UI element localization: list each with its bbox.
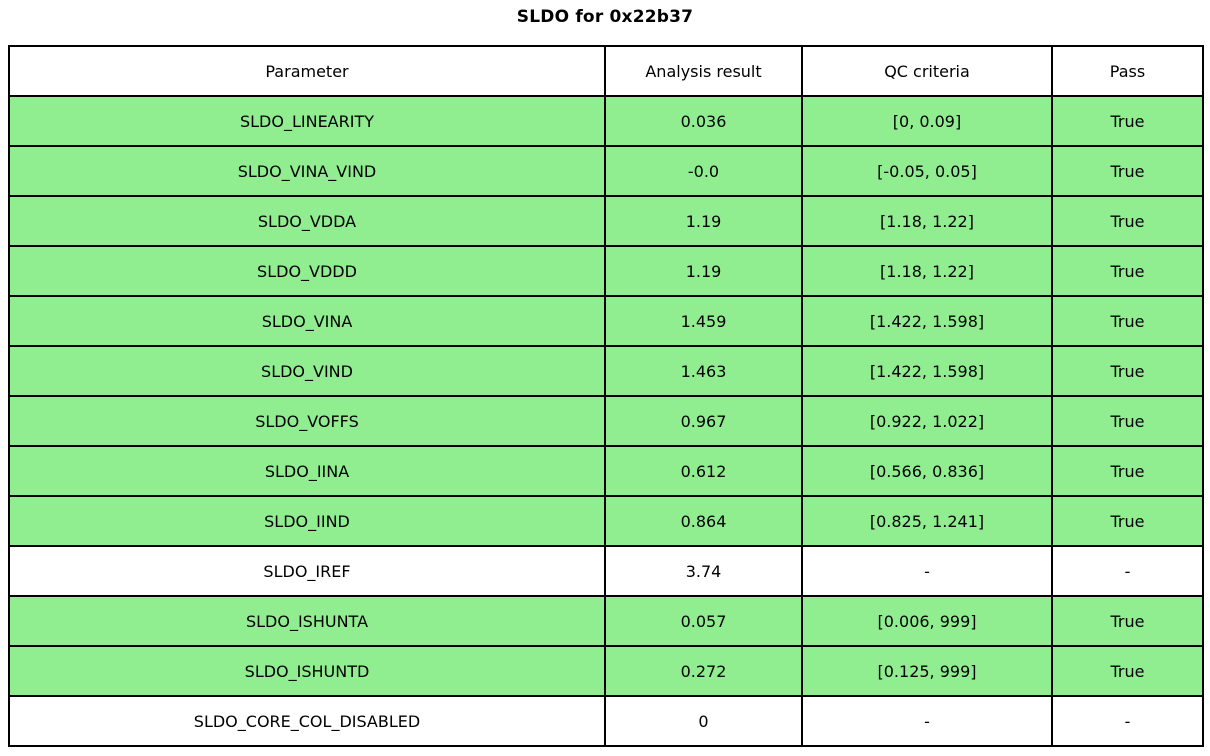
pass-cell: - [1051,545,1204,597]
analysis-result-cell: 1.463 [604,345,803,397]
column-header-analysis-result: Analysis result [604,45,803,97]
analysis-result-cell: 1.459 [604,295,803,347]
table-row: SLDO_VDDA 1.19 [1.18, 1.22] True [8,195,1204,247]
qc-criteria-cell: [0.006, 999] [801,595,1053,647]
qc-criteria-cell: [1.18, 1.22] [801,195,1053,247]
parameter-cell: SLDO_VDDD [8,245,606,297]
analysis-result-cell: 0.612 [604,445,803,497]
pass-cell: True [1051,95,1204,147]
qc-criteria-cell: [0.922, 1.022] [801,395,1053,447]
table-row: SLDO_IIND 0.864 [0.825, 1.241] True [8,495,1204,547]
table-row: SLDO_VDDD 1.19 [1.18, 1.22] True [8,245,1204,297]
analysis-result-cell: 3.74 [604,545,803,597]
parameter-cell: SLDO_VIND [8,345,606,397]
pass-cell: True [1051,595,1204,647]
qc-criteria-cell: - [801,545,1053,597]
pass-cell: True [1051,645,1204,697]
analysis-result-cell: 1.19 [604,195,803,247]
header-row: Parameter Analysis result QC criteria Pa… [8,45,1204,97]
pass-cell: True [1051,145,1204,197]
parameter-cell: SLDO_CORE_COL_DISABLED [8,695,606,747]
qc-criteria-cell: [1.422, 1.598] [801,345,1053,397]
qc-criteria-cell: [0, 0.09] [801,95,1053,147]
analysis-result-cell: 0.036 [604,95,803,147]
qc-criteria-cell: [0.825, 1.241] [801,495,1053,547]
page-title: SLDO for 0x22b37 [516,7,694,27]
pass-cell: True [1051,245,1204,297]
analysis-result-cell: 0.057 [604,595,803,647]
pass-cell: - [1051,695,1204,747]
pass-cell: True [1051,445,1204,497]
qc-criteria-cell: - [801,695,1053,747]
pass-cell: True [1051,345,1204,397]
table-row: SLDO_IREF 3.74 - - [8,545,1204,597]
table-row: SLDO_VINA 1.459 [1.422, 1.598] True [8,295,1204,347]
pass-cell: True [1051,395,1204,447]
pass-cell: True [1051,295,1204,347]
qc-criteria-cell: [1.422, 1.598] [801,295,1053,347]
qc-criteria-cell: [0.566, 0.836] [801,445,1053,497]
analysis-result-cell: 0 [604,695,803,747]
qc-criteria-cell: [1.18, 1.22] [801,245,1053,297]
pass-cell: True [1051,495,1204,547]
parameter-cell: SLDO_VDDA [8,195,606,247]
table-row: SLDO_VINA_VIND -0.0 [-0.05, 0.05] True [8,145,1204,197]
column-header-parameter: Parameter [8,45,606,97]
table-row: SLDO_CORE_COL_DISABLED 0 - - [8,695,1204,747]
table-row: SLDO_IINA 0.612 [0.566, 0.836] True [8,445,1204,497]
analysis-result-cell: 1.19 [604,245,803,297]
parameter-cell: SLDO_IINA [8,445,606,497]
parameter-cell: SLDO_VINA [8,295,606,347]
analysis-result-cell: 0.864 [604,495,803,547]
parameter-cell: SLDO_LINEARITY [8,95,606,147]
qc-results-table: Parameter Analysis result QC criteria Pa… [8,45,1204,747]
table-row: SLDO_VOFFS 0.967 [0.922, 1.022] True [8,395,1204,447]
parameter-cell: SLDO_ISHUNTD [8,645,606,697]
analysis-result-cell: 0.272 [604,645,803,697]
parameter-cell: SLDO_VINA_VIND [8,145,606,197]
column-header-qc-criteria: QC criteria [801,45,1053,97]
parameter-cell: SLDO_VOFFS [8,395,606,447]
parameter-cell: SLDO_IREF [8,545,606,597]
pass-cell: True [1051,195,1204,247]
parameter-cell: SLDO_ISHUNTA [8,595,606,647]
table-row: SLDO_ISHUNTA 0.057 [0.006, 999] True [8,595,1204,647]
table-row: SLDO_LINEARITY 0.036 [0, 0.09] True [8,95,1204,147]
table-row: SLDO_VIND 1.463 [1.422, 1.598] True [8,345,1204,397]
table-row: SLDO_ISHUNTD 0.272 [0.125, 999] True [8,645,1204,697]
analysis-result-cell: -0.0 [604,145,803,197]
qc-criteria-cell: [0.125, 999] [801,645,1053,697]
column-header-pass: Pass [1051,45,1204,97]
analysis-result-cell: 0.967 [604,395,803,447]
table-body: SLDO_LINEARITY 0.036 [0, 0.09] True SLDO… [8,95,1204,747]
qc-criteria-cell: [-0.05, 0.05] [801,145,1053,197]
parameter-cell: SLDO_IIND [8,495,606,547]
